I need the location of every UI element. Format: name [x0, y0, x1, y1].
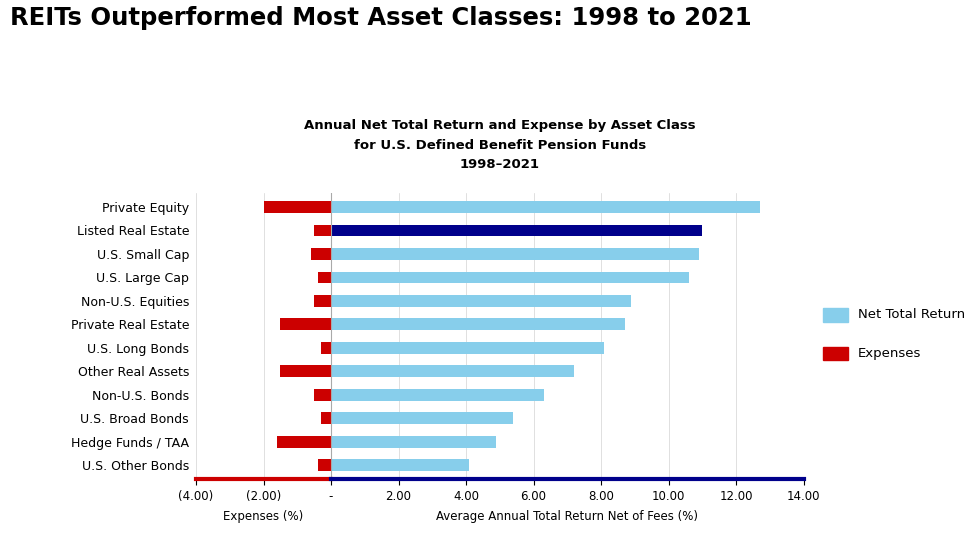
Text: Net Total Return: Net Total Return [858, 309, 964, 321]
Bar [315, 225, 331, 236]
Bar [331, 413, 514, 424]
Bar [331, 436, 497, 447]
Bar [311, 248, 331, 260]
Text: for U.S. Defined Benefit Pension Funds: for U.S. Defined Benefit Pension Funds [354, 138, 646, 152]
Bar [264, 201, 331, 213]
Bar [331, 389, 544, 401]
Bar [331, 201, 760, 213]
Bar [331, 342, 605, 354]
Text: Expenses: Expenses [858, 347, 921, 360]
Text: Average Annual Total Return Net of Fees (%): Average Annual Total Return Net of Fees … [436, 510, 699, 523]
Bar [277, 436, 331, 447]
Bar [331, 248, 699, 260]
Bar [318, 272, 331, 283]
Bar [331, 295, 631, 307]
Bar [331, 460, 469, 471]
Text: Annual Net Total Return and Expense by Asset Class: Annual Net Total Return and Expense by A… [304, 119, 696, 132]
Bar [331, 225, 703, 236]
Text: 1998–2021: 1998–2021 [460, 158, 540, 171]
Bar [280, 318, 331, 330]
Bar [320, 413, 331, 424]
Bar [331, 272, 689, 283]
Bar [280, 365, 331, 377]
Bar [331, 318, 624, 330]
Bar [315, 389, 331, 401]
Bar [318, 460, 331, 471]
Bar [315, 295, 331, 307]
Text: Expenses (%): Expenses (%) [223, 510, 304, 523]
Bar [331, 365, 574, 377]
Bar [320, 342, 331, 354]
Text: REITs Outperformed Most Asset Classes: 1998 to 2021: REITs Outperformed Most Asset Classes: 1… [10, 6, 752, 30]
